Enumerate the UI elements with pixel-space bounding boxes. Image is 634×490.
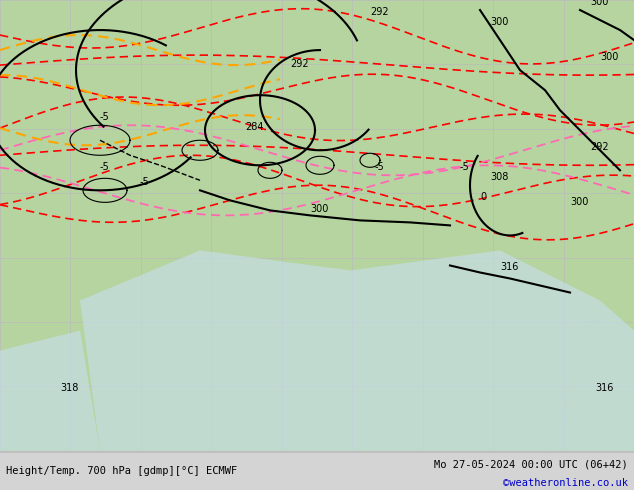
Text: -5: -5 xyxy=(140,177,150,187)
Text: 318: 318 xyxy=(60,383,79,392)
Text: -5: -5 xyxy=(100,112,110,122)
Text: Mo 27-05-2024 00:00 UTC (06+42): Mo 27-05-2024 00:00 UTC (06+42) xyxy=(434,460,628,469)
Text: -5: -5 xyxy=(375,162,385,172)
Text: Height/Temp. 700 hPa [gdmp][°C] ECMWF: Height/Temp. 700 hPa [gdmp][°C] ECMWF xyxy=(6,466,238,476)
Text: 300: 300 xyxy=(590,0,609,7)
Text: 300: 300 xyxy=(570,197,588,207)
Text: 316: 316 xyxy=(595,383,613,392)
Text: 292: 292 xyxy=(590,142,609,152)
Text: 284: 284 xyxy=(245,122,264,132)
Text: -5: -5 xyxy=(100,162,110,172)
Text: 300: 300 xyxy=(0,65,1,75)
Text: -5: -5 xyxy=(460,162,470,172)
Text: 308: 308 xyxy=(490,172,508,182)
Text: 292: 292 xyxy=(290,59,309,69)
Text: 292: 292 xyxy=(370,7,389,17)
Text: 316: 316 xyxy=(500,263,519,272)
Text: ©weatheronline.co.uk: ©weatheronline.co.uk xyxy=(503,478,628,488)
Text: 0: 0 xyxy=(480,193,486,202)
Text: 300: 300 xyxy=(310,204,328,215)
Text: 300: 300 xyxy=(490,17,508,27)
Text: 300: 300 xyxy=(600,52,618,62)
